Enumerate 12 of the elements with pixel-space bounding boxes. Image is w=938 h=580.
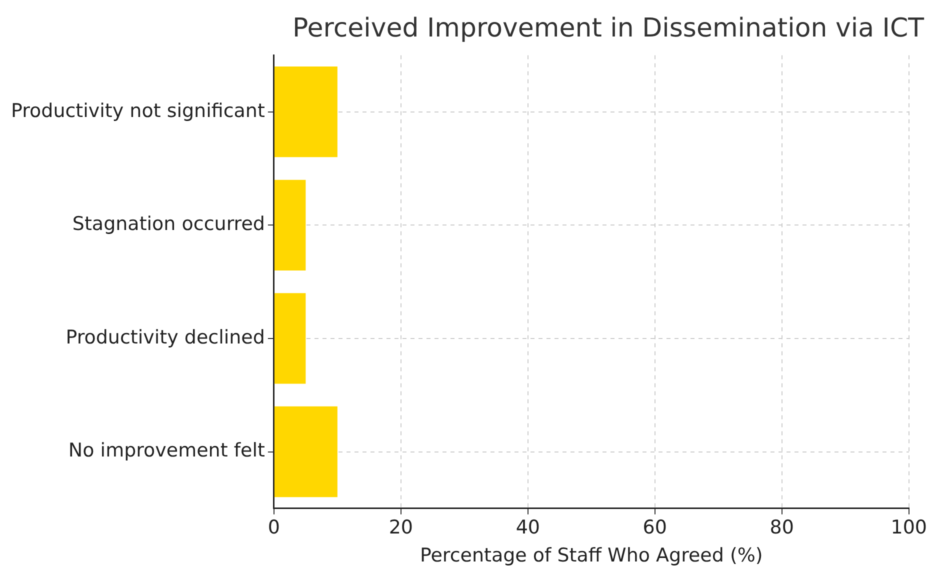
y-tick-label: No improvement felt — [68, 440, 265, 462]
x-axis-title: Percentage of Staff Who Agreed (%) — [420, 544, 763, 567]
chart-title: Perceived Improvement in Dissemination via ICT — [292, 13, 924, 44]
y-tick-label: Productivity declined — [66, 326, 265, 348]
x-tick-label: 100 — [890, 516, 927, 539]
x-tick-label: 0 — [268, 516, 280, 539]
x-tick-label: 40 — [516, 516, 540, 539]
x-tick-label: 20 — [388, 516, 414, 539]
x-tick-label: 80 — [770, 516, 794, 539]
x-tick-label: 60 — [642, 516, 667, 539]
y-tick-label: Productivity not significant — [10, 100, 265, 122]
y-tick-label: Stagnation occurred — [72, 213, 265, 236]
